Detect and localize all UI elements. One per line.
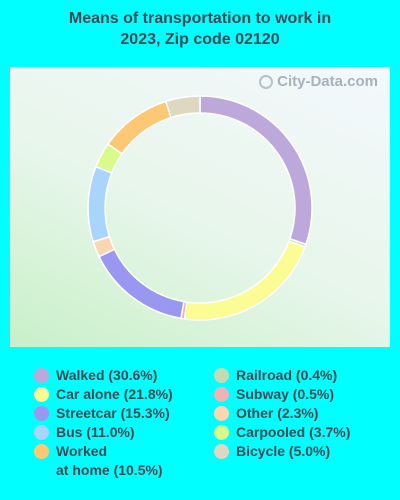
legend-swatch <box>214 406 229 421</box>
legend-label-line1: Worked <box>56 443 108 459</box>
legend-column-right: Railroad (0.4%) Subway (0.5%) Other (2.3%)… <box>214 366 350 461</box>
legend-item-subway: Subway (0.5%) <box>214 385 350 404</box>
magnifier-icon <box>259 74 274 89</box>
legend-item-car-alone: Car alone (21.8%) <box>34 385 173 404</box>
legend-swatch <box>34 368 49 383</box>
donut-chart <box>87 95 313 321</box>
chart-title: Means of transportation to work in 2023,… <box>0 8 400 50</box>
chart-title-line1: Means of transportation to work in <box>68 10 332 27</box>
legend-swatch <box>34 406 49 421</box>
chart-title-line2: 2023, Zip code 02120 <box>120 31 280 48</box>
donut-slice-bus <box>87 165 113 243</box>
legend-item-bus: Bus (11.0%) <box>34 423 173 442</box>
donut-slice-worked-at-home <box>106 100 172 155</box>
legend-swatch <box>214 444 229 459</box>
legend-swatch <box>214 387 229 402</box>
watermark: City-Data.com <box>259 73 378 90</box>
legend-item-streetcar: Streetcar (15.3%) <box>34 404 173 423</box>
legend-label: Walked (30.6%) <box>56 367 158 383</box>
legend-item-railroad: Railroad (0.4%) <box>214 366 350 385</box>
legend-label: Other (2.3%) <box>236 405 319 421</box>
legend-label: Bicycle (5.0%) <box>236 443 331 459</box>
legend-swatch <box>214 368 229 383</box>
donut-slice-streetcar <box>98 248 185 320</box>
legend-label-line2: at home (10.5%) <box>56 462 163 478</box>
legend-label: Railroad (0.4%) <box>236 367 338 383</box>
legend-swatch <box>34 444 49 459</box>
watermark-text: City-Data.com <box>277 73 378 90</box>
legend-label: Streetcar (15.3%) <box>56 405 170 421</box>
legend-item-walked: Walked (30.6%) <box>34 366 173 385</box>
donut-slice-car-alone <box>183 240 306 321</box>
legend-label: Subway (0.5%) <box>236 386 335 402</box>
legend-label: Bus (11.0%) <box>56 424 135 440</box>
donut-slice-walked <box>199 95 313 246</box>
chart-panel: City-Data.com <box>10 67 390 347</box>
legend-swatch <box>214 425 229 440</box>
legend-swatch <box>34 425 49 440</box>
legend-item-carpooled: Carpooled (3.7%) <box>214 423 350 442</box>
legend-label: Carpooled (3.7%) <box>236 424 351 440</box>
legend-column-left: Walked (30.6%) Car alone (21.8%) Streetcar… <box>34 366 173 480</box>
legend-item-bicycle: Bicycle (5.0%) <box>214 442 350 461</box>
legend-item-other: Other (2.3%) <box>214 404 350 423</box>
legend-label: Car alone (21.8%) <box>56 386 173 402</box>
donut-slice-bicycle <box>164 95 201 119</box>
legend-swatch <box>34 387 49 402</box>
legend-item-worked-at-home: Worked at home (10.5%) <box>34 442 173 480</box>
